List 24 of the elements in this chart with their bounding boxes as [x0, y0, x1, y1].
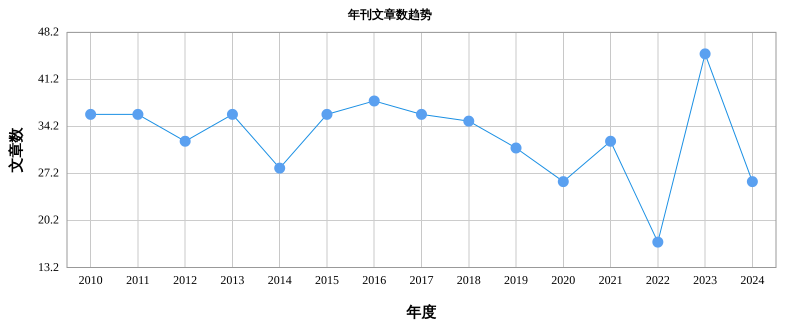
- x-tick-label: 2023: [693, 272, 718, 287]
- y-tick-label: 27.2: [38, 166, 59, 180]
- x-tick-label: 2015: [314, 272, 339, 287]
- y-tick-label: 13.2: [38, 260, 59, 274]
- x-tick-label: 2013: [220, 272, 244, 287]
- chart-title: 年刊文章数趋势: [347, 7, 432, 22]
- x-tick-label: 2020: [551, 272, 576, 287]
- x-tick-label: 2019: [504, 272, 528, 287]
- x-tick-label: 2022: [646, 272, 670, 287]
- y-tick-label: 34.2: [38, 118, 59, 133]
- y-tick-label: 41.2: [38, 72, 59, 86]
- y-tick-label: 20.2: [38, 212, 59, 227]
- x-tick-label: 2024: [740, 272, 764, 287]
- x-axis-title: 年度: [406, 302, 436, 321]
- x-tick-label: 2011: [126, 272, 150, 287]
- x-tick-label: 2017: [410, 272, 434, 287]
- y-axis-title: 文章数: [6, 126, 25, 174]
- x-tick-label: 2021: [598, 272, 623, 287]
- y-tick-label: 48.2: [38, 24, 59, 39]
- x-tick-label: 2010: [78, 272, 103, 287]
- x-tick-label: 2014: [268, 272, 292, 287]
- x-tick-label: 2018: [456, 272, 481, 287]
- x-tick-label: 2016: [362, 272, 386, 287]
- x-tick-label: 2012: [173, 272, 198, 287]
